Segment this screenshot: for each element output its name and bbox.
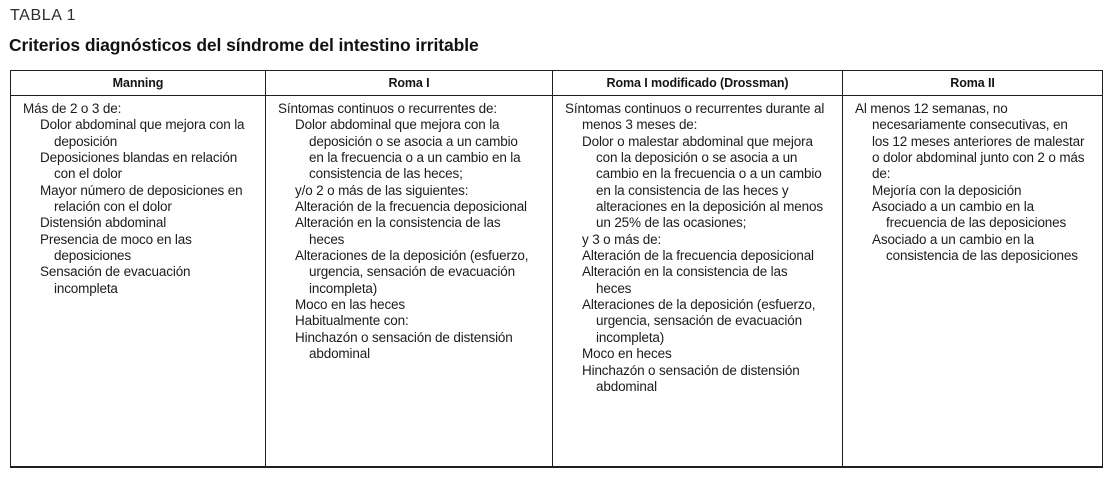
- column-header-roma-ii: Roma II: [843, 71, 1102, 96]
- criteria-item: Habitualmente con:: [295, 313, 409, 329]
- column-cell-roma-ii: Al menos 12 semanas, no necesariamente c…: [843, 96, 1102, 466]
- criteria-item: y/o 2 o más de las siguientes:: [295, 182, 469, 198]
- criteria-item: Alteración de la frecuencia deposicional: [582, 248, 814, 264]
- criteria-item: Alteración de la frecuencia deposicional: [295, 199, 527, 215]
- table-label: TABLA 1: [10, 7, 77, 24]
- column-header-manning: Manning: [11, 71, 266, 96]
- criteria-item: Moco en heces: [582, 346, 672, 362]
- criteria-item: Dolor o malestar abdominal que mejora co…: [582, 133, 823, 231]
- criteria-item: Síntomas continuos o recurrentes durante…: [565, 101, 825, 133]
- column-cell-roma-i: Síntomas continuos o recurrentes de: Dolo…: [266, 96, 553, 466]
- column-cell-manning: Más de 2 o 3 de: Dolor abdominal que mejo…: [11, 96, 266, 466]
- criteria-item: y 3 o más de:: [582, 231, 662, 247]
- page-title: Criterios diagnósticos del síndrome del …: [9, 35, 479, 55]
- column-cell-roma-i-modificado-drossman: Síntomas continuos o recurrentes durante…: [553, 96, 843, 466]
- criteria-item: Síntomas continuos o recurrentes de:: [278, 101, 497, 116]
- criteria-item: Mayor número de deposiciones en relación…: [40, 182, 243, 215]
- criteria-item: Deposiciones blandas en relación con el …: [40, 150, 238, 182]
- column-header-roma-i: Roma I: [266, 71, 553, 96]
- criteria-item: Dolor abdominal que mejora con la deposi…: [40, 117, 245, 149]
- criteria-item: Sensación de evacuación incompleta: [40, 264, 191, 296]
- criteria-item: Asociado a un cambio en la consistencia …: [872, 231, 1078, 264]
- criteria-item: Hinchazón o sensación de distensión abdo…: [295, 329, 513, 362]
- criteria-item: Mejoría con la deposición: [872, 182, 1022, 198]
- criteria-item: Alteraciones de la deposición (esfuerzo,…: [295, 248, 529, 296]
- column-header-roma-i-modificado-drossman: Roma I modificado (Drossman): [553, 71, 843, 96]
- criteria-item: Moco en las heces: [295, 297, 406, 313]
- criteria-item: Presencia de moco en las deposiciones: [40, 231, 192, 264]
- criteria-item: Alteraciones de la deposición (esfuerzo,…: [582, 297, 816, 345]
- criteria-item: Dolor abdominal que mejora con la deposi…: [295, 117, 521, 182]
- criteria-item: Al menos 12 semanas, no necesariamente c…: [855, 101, 1085, 182]
- criteria-item: Asociado a un cambio en la frecuencia de…: [872, 199, 1067, 231]
- criteria-item: Más de 2 o 3 de:: [23, 101, 122, 116]
- criteria-item: Hinchazón o sensación de distensión abdo…: [582, 362, 800, 394]
- criteria-item: Alteración en la consistencia de las hec…: [295, 215, 501, 247]
- criteria-item: Alteración en la consistencia de las hec…: [582, 264, 788, 296]
- criteria-table: Manning Roma I Roma I modificado (Drossman…: [10, 70, 1103, 468]
- criteria-item: Distensión abdominal: [40, 215, 167, 231]
